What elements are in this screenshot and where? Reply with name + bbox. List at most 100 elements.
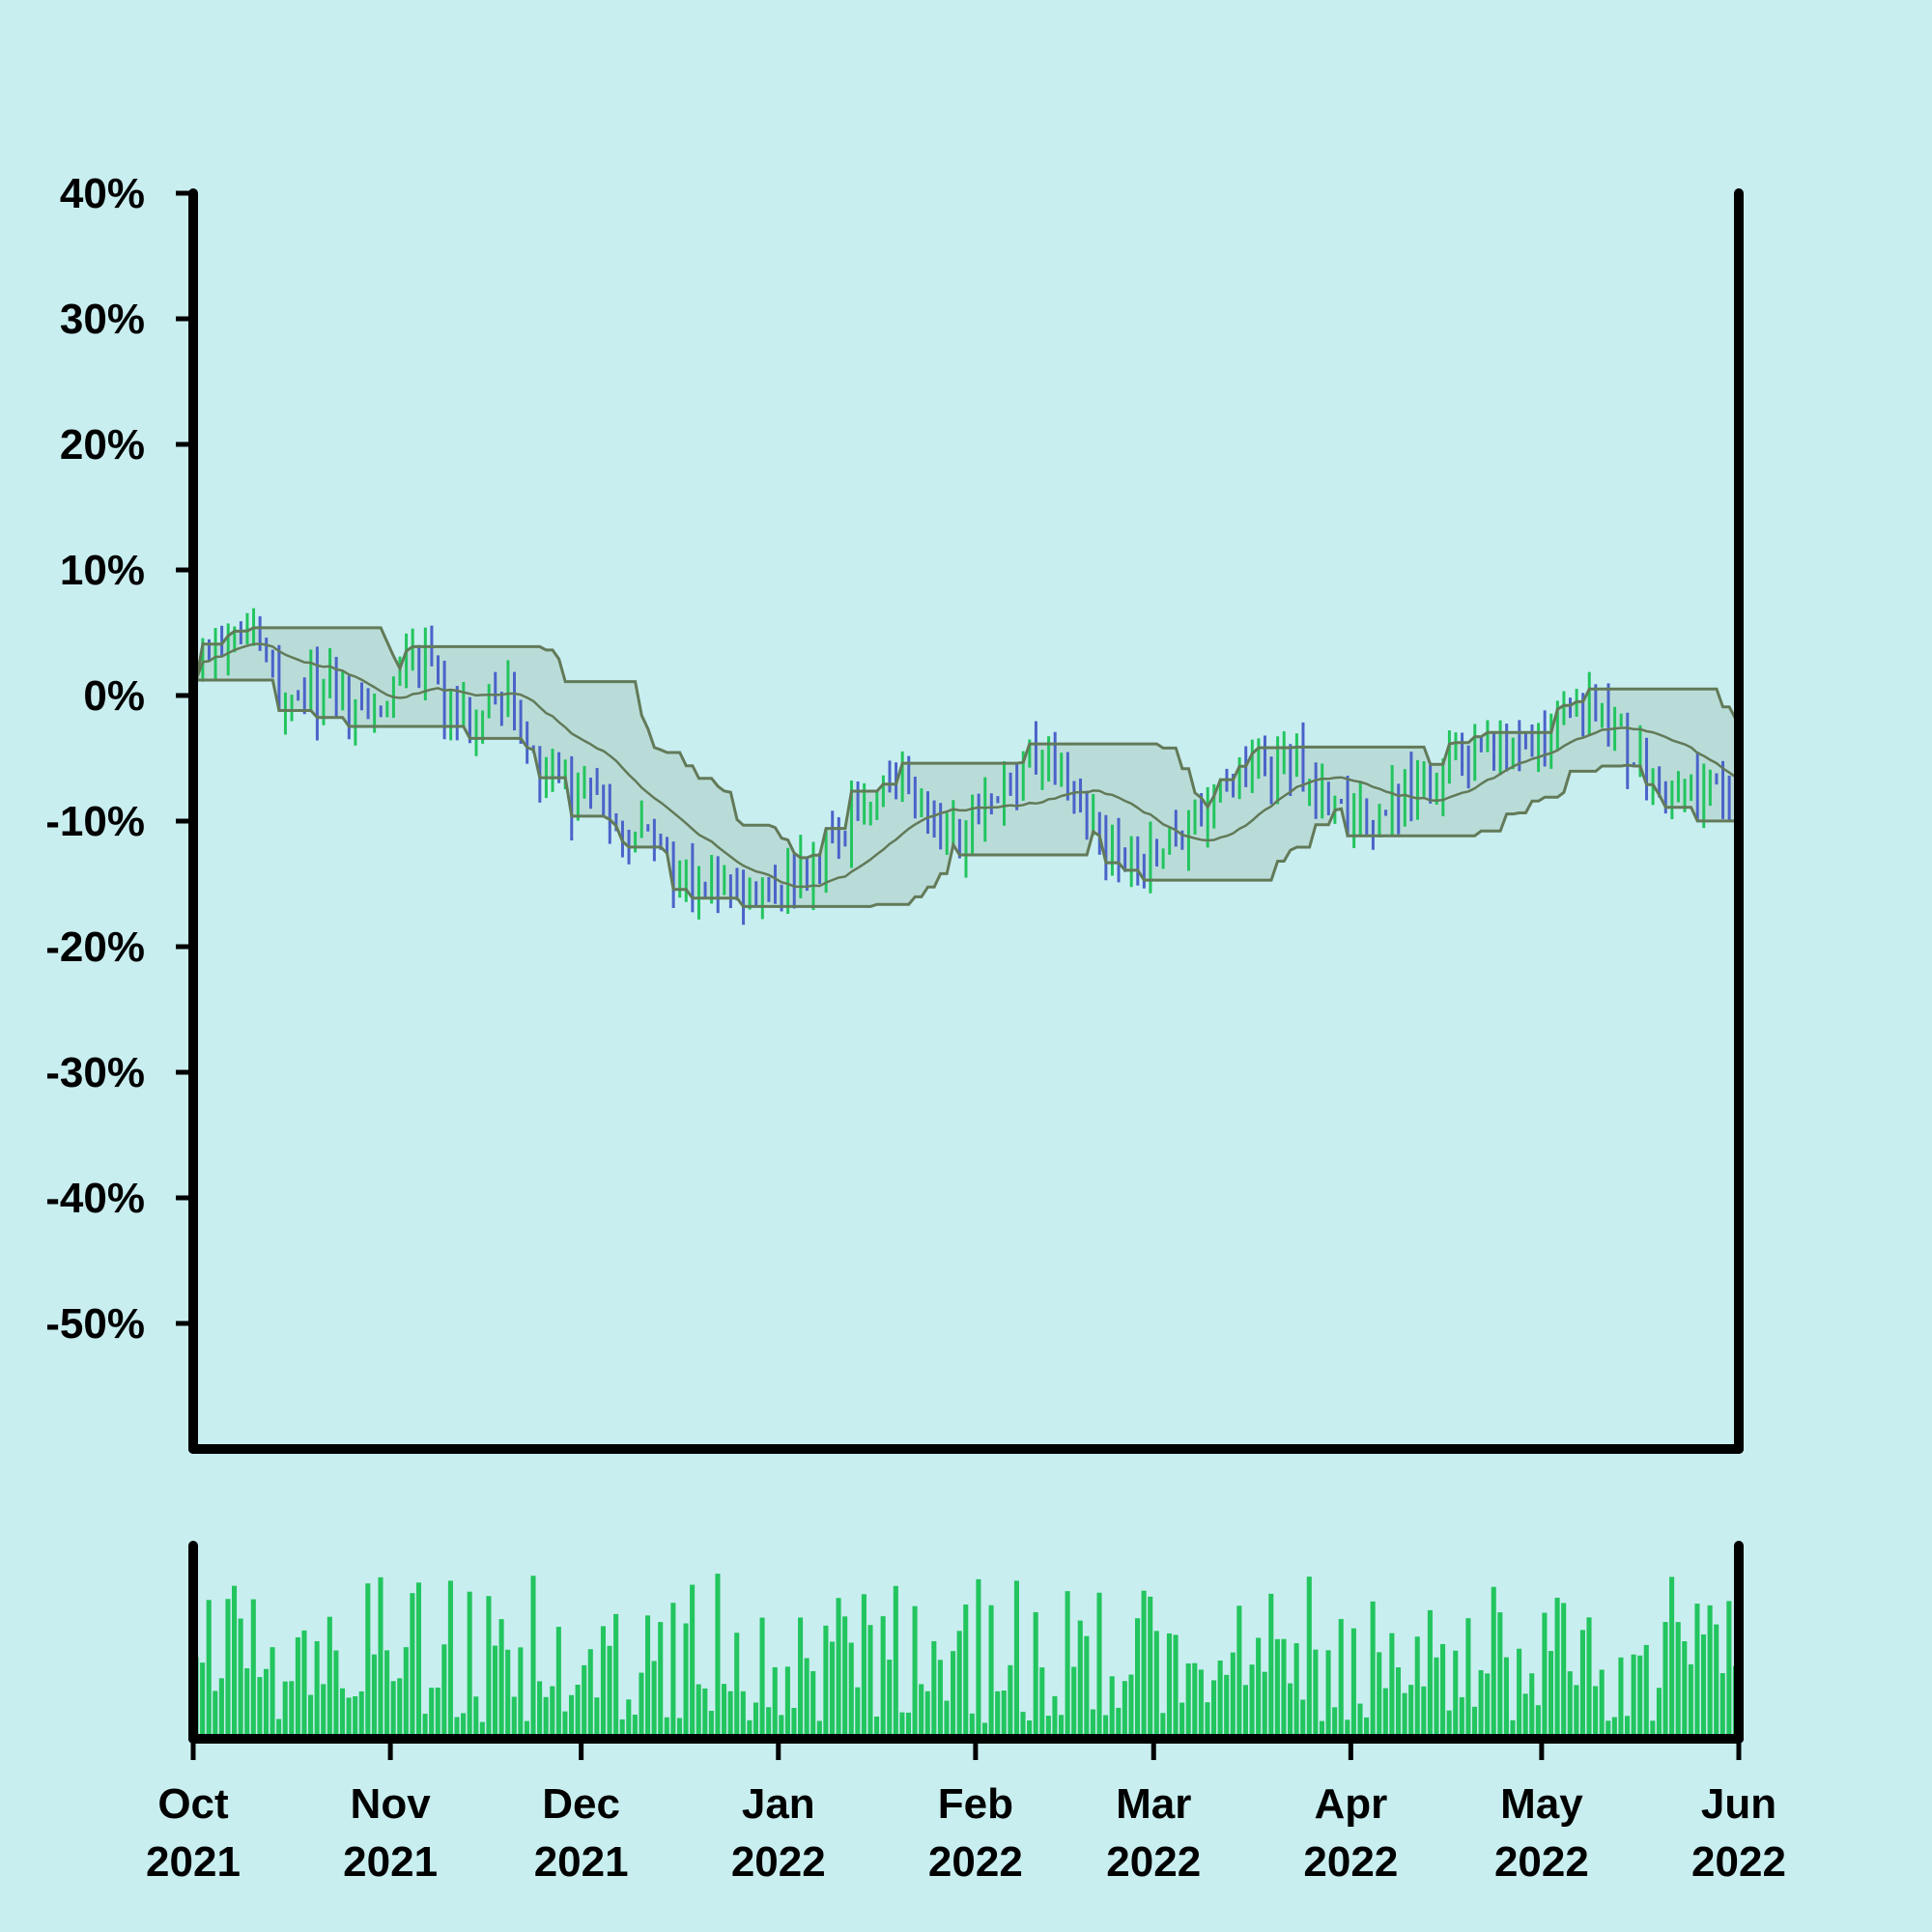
- volume-bar: [384, 1650, 390, 1739]
- volume-bar: [766, 1707, 772, 1739]
- volume-bar: [498, 1619, 504, 1739]
- volume-bar: [931, 1640, 937, 1739]
- volume-bar: [353, 1695, 358, 1739]
- volume-bar: [371, 1654, 377, 1739]
- volume-bar: [1529, 1673, 1535, 1739]
- volume-bar: [651, 1661, 657, 1739]
- volume-bar: [1153, 1631, 1159, 1739]
- volume-bar: [1160, 1713, 1166, 1739]
- y-axis: 40% 30% 20% 10% 0% -10% -20% -30% -40% -50%: [45, 170, 193, 1348]
- volume-bar: [1688, 1663, 1693, 1739]
- y-tick-label: -10%: [45, 798, 145, 845]
- volume-bar: [1535, 1705, 1541, 1739]
- volume-bar: [861, 1594, 867, 1739]
- plot-frame: [188, 188, 1744, 1454]
- volume-bar: [1637, 1655, 1643, 1739]
- volume-bar: [816, 1720, 822, 1739]
- volume-bar: [562, 1711, 568, 1739]
- volume-bar: [1574, 1685, 1579, 1739]
- x-tick-label-month: Jan: [742, 1780, 815, 1828]
- volume-bar: [1325, 1650, 1331, 1739]
- volume-bar: [1357, 1703, 1363, 1739]
- band-upper-line: [194, 626, 1738, 860]
- volume-bar: [1173, 1634, 1179, 1739]
- volume-bar: [1071, 1666, 1077, 1739]
- volume-bar: [289, 1681, 295, 1739]
- volume-bar: [1643, 1644, 1649, 1739]
- volume-bar: [415, 1582, 422, 1739]
- y-tick-label: 40%: [60, 170, 145, 217]
- volume-bar: [944, 1700, 950, 1739]
- volume-bar: [505, 1649, 511, 1739]
- volume-bar: [213, 1690, 218, 1739]
- volume-bar: [200, 1662, 206, 1739]
- volume-bar: [708, 1711, 714, 1739]
- volume-bar: [1421, 1686, 1427, 1739]
- volume-bar: [1605, 1720, 1611, 1739]
- volume-bar: [1288, 1683, 1293, 1739]
- volume-bar: [690, 1584, 696, 1739]
- volume-bar: [1554, 1597, 1560, 1739]
- x-tick-label-month: Apr: [1314, 1780, 1387, 1828]
- volume-bar: [582, 1664, 587, 1739]
- volume-bar: [1497, 1612, 1503, 1739]
- volume-bar: [1522, 1693, 1528, 1739]
- volume-bar: [1599, 1669, 1605, 1739]
- y-tick-label: -50%: [45, 1300, 145, 1348]
- volume-bar: [1166, 1633, 1172, 1739]
- volume-bar: [1656, 1688, 1662, 1739]
- volume-bar: [632, 1714, 638, 1739]
- volume-bar: [1096, 1592, 1102, 1739]
- volume-bar: [1579, 1630, 1585, 1739]
- x-tick-label-year: 2022: [731, 1838, 826, 1886]
- volume-bar: [308, 1694, 314, 1739]
- volume-bar: [1109, 1676, 1115, 1739]
- volume-bar: [1249, 1664, 1255, 1739]
- volume-bar: [963, 1604, 969, 1739]
- volume-bar: [1134, 1618, 1141, 1739]
- volume-bar: [537, 1681, 543, 1739]
- volume-bar: [1453, 1650, 1459, 1739]
- volume-bar: [1350, 1628, 1356, 1739]
- volume-bar: [1707, 1605, 1713, 1739]
- volume-bar: [1313, 1649, 1319, 1739]
- volume-bar: [1256, 1637, 1262, 1739]
- volume-bar: [435, 1687, 440, 1739]
- volume-bar: [600, 1626, 606, 1739]
- volume-bar: [1185, 1662, 1191, 1739]
- volume-bar: [232, 1585, 238, 1739]
- volume-bars: [193, 1574, 1738, 1739]
- volume-bar: [1332, 1707, 1338, 1739]
- volume-bar: [1084, 1635, 1090, 1739]
- volume-bar: [1548, 1651, 1554, 1739]
- volume-bar: [1377, 1652, 1382, 1739]
- volume-bar: [1045, 1716, 1051, 1739]
- volume-bar: [1141, 1590, 1147, 1739]
- volume-bar: [1192, 1662, 1198, 1739]
- volume-bar: [568, 1694, 575, 1739]
- volume-bar: [1345, 1719, 1350, 1739]
- y-tick-label: 30%: [60, 296, 145, 343]
- volume-bar: [1224, 1674, 1230, 1739]
- volume-bar: [905, 1712, 912, 1739]
- volume-bar: [225, 1599, 231, 1739]
- volume-bar: [1217, 1661, 1223, 1739]
- volume-bar: [1293, 1643, 1299, 1739]
- volume-bar: [937, 1660, 943, 1739]
- volume-bar: [804, 1658, 810, 1739]
- volume-bar: [1503, 1657, 1509, 1739]
- volume-bar: [1065, 1591, 1070, 1739]
- volume-bar: [314, 1640, 320, 1739]
- volume-bar: [1300, 1699, 1306, 1739]
- volume-bar: [619, 1719, 625, 1739]
- volume-bar: [1338, 1618, 1344, 1739]
- volume-bar: [722, 1684, 727, 1739]
- volume-bar: [893, 1585, 898, 1739]
- volume-bar: [1230, 1652, 1236, 1739]
- volume-bar: [1726, 1601, 1732, 1739]
- volume-bar: [473, 1696, 479, 1739]
- volume-bar: [1395, 1666, 1402, 1739]
- volume-bar: [676, 1718, 682, 1739]
- volume-bar: [1618, 1657, 1624, 1739]
- volume-bar: [848, 1642, 854, 1739]
